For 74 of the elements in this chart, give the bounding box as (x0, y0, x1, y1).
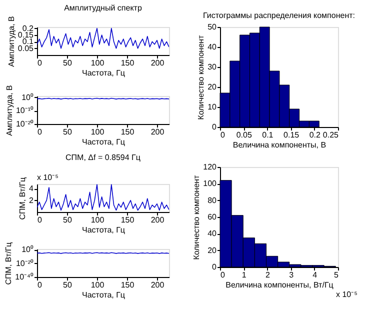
chart-title: Гистограммы распределения компонент: (202, 11, 356, 20)
x-tick-label: 50 (63, 128, 72, 136)
x-tick-label: 100 (90, 128, 105, 136)
x-tick-label: 0 (38, 128, 42, 136)
x-tick-label: 0.15 (284, 130, 300, 140)
y-tick-label: 60 (208, 212, 218, 222)
y-tick-label: 20 (208, 246, 218, 255)
y-tick-label: 10⁻²⁰ (16, 258, 34, 268)
x-tick-label: 200 (150, 280, 165, 290)
x-tick-label: 2 (265, 270, 270, 280)
x-tick-label: 0 (220, 130, 226, 140)
y-tick-label: 10⁰ (22, 245, 34, 254)
x-tick-label: 3 (289, 270, 294, 280)
y-tick-label: 0.15 (18, 30, 34, 40)
y-tick-label: 40 (208, 229, 218, 238)
x-tick-label: 150 (120, 216, 135, 224)
y-tick-label: 40 (208, 42, 218, 52)
y-tick-label: 100 (203, 179, 218, 188)
x-axis-title: Частота, Гц (82, 226, 126, 234)
y-tick-label: 4 (29, 184, 34, 194)
x-tick-label: 150 (120, 58, 135, 68)
chart-title: СПМ, Δf = 0.8594 Гц (66, 153, 141, 162)
x-tick-label: 0 (220, 270, 226, 280)
y-tick-label: 30 (208, 62, 218, 72)
x-tick-label: 4 (312, 270, 318, 280)
x-tick-label: 0.05 (236, 130, 252, 140)
x-tick-label: 5 (334, 270, 340, 280)
y-tick-label: 50 (208, 22, 218, 32)
y-tick-label: 0 (212, 262, 218, 272)
y-axis-title: Амплитуда, В (6, 16, 16, 67)
x-tick-label: 50 (63, 216, 72, 224)
x-axis-title: Величина компоненты, В (232, 140, 326, 150)
y-axis-title: СПМ, Вт/Гц (4, 242, 14, 285)
y-tick-label: 2 (29, 196, 34, 205)
x-tick-label: 0 (38, 280, 42, 290)
y-axis-title: Количество компонент (192, 174, 202, 260)
y-tick-label: 0.2 (22, 24, 34, 33)
x-axis-title: Величина компоненты, Вт/Гц (226, 280, 334, 290)
x-axis-title: Частота, Гц (82, 290, 126, 300)
x-tick-label: 0 (38, 216, 42, 224)
x-tick-label: 50 (63, 58, 72, 68)
y-tick-label: 10⁰ (22, 92, 34, 102)
x-tick-label: 0.25 (322, 130, 340, 140)
y-tick-label: 80 (208, 196, 218, 205)
y-axis-title: СПМ, Вт/Гц (18, 176, 28, 220)
text: x 10⁻⁵ (37, 173, 58, 182)
line-series (37, 28, 169, 49)
chart-title: Амплитудный спектр (64, 4, 142, 13)
text: x 10⁻⁵ (336, 290, 358, 299)
x-tick-label: 100 (90, 216, 105, 224)
y-tick-label: 10⁻⁴⁰ (15, 272, 34, 282)
y-tick-label: 0.05 (18, 44, 34, 53)
x-tick-label: 50 (63, 280, 72, 290)
y-tick-label: 10 (208, 102, 218, 112)
y-axis-title: Количество компонент (196, 34, 206, 120)
x-tick-label: 200 (150, 58, 165, 68)
x-tick-label: 0.1 (262, 130, 274, 140)
x-tick-label: 1 (242, 270, 247, 280)
x-axis-title: Частота, Гц (82, 138, 126, 146)
y-tick-label: 10⁻¹⁰ (16, 106, 34, 116)
y-tick-label: 20 (208, 82, 218, 92)
y-tick-label: 0.1 (22, 37, 34, 46)
x-tick-label: 150 (120, 128, 135, 136)
y-tick-label: 120 (203, 162, 218, 172)
x-tick-label: 100 (90, 280, 105, 290)
x-tick-label: 150 (120, 280, 135, 290)
x-tick-label: 200 (150, 216, 165, 224)
x-tick-label: 0 (38, 58, 42, 68)
y-tick-label: 10⁻²⁰ (16, 120, 34, 128)
x-tick-label: 100 (90, 58, 105, 68)
y-axis-title: Амплитуда, В (4, 85, 14, 136)
x-axis-title: Частота, Гц (82, 68, 126, 78)
x-tick-label: 0.2 (309, 130, 322, 140)
x-tick-label: 200 (150, 128, 165, 136)
